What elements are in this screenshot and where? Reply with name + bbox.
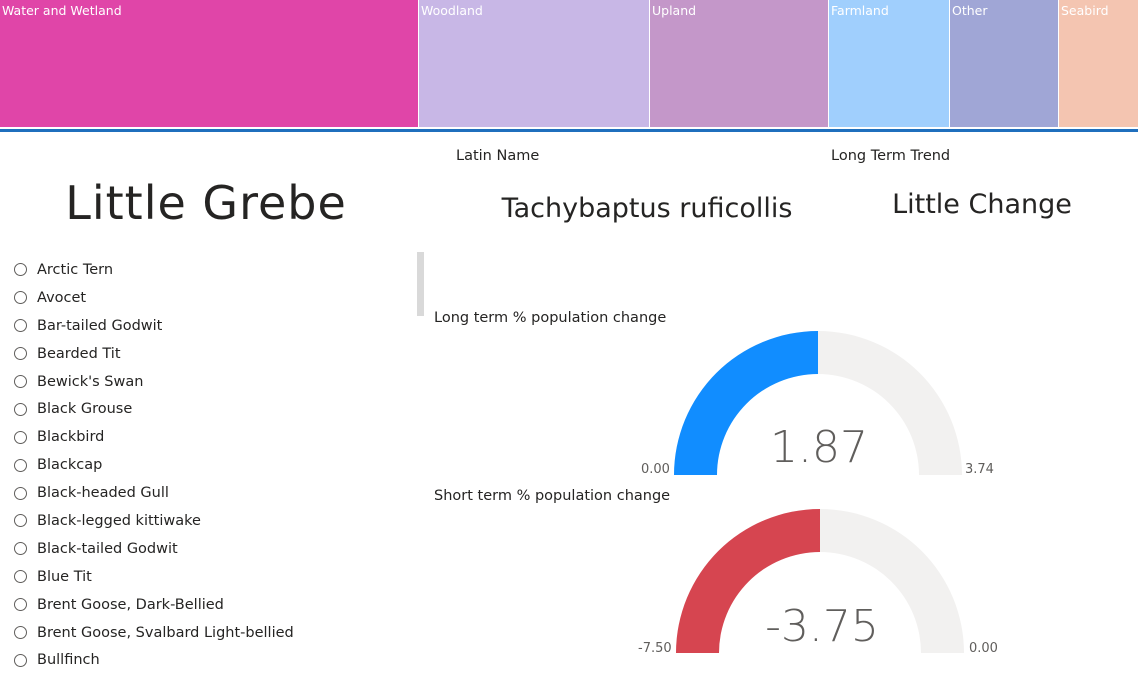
long-term-gauge-title: Long term % population change bbox=[434, 310, 667, 326]
treemap-tile-label: Upland bbox=[652, 3, 697, 18]
slicer-item[interactable]: Black-headed Gull bbox=[14, 479, 394, 507]
slicer-item-label: Black Grouse bbox=[37, 401, 133, 418]
slicer-item[interactable]: Blackbird bbox=[14, 423, 394, 451]
slicer-item[interactable]: Arctic Tern bbox=[14, 256, 394, 284]
radio-button-icon[interactable] bbox=[14, 542, 27, 556]
long-term-gauge bbox=[674, 331, 962, 475]
slicer-item[interactable]: Bar-tailed Godwit bbox=[14, 312, 394, 340]
slicer-item[interactable]: Blue Tit bbox=[14, 563, 394, 591]
species-common-name: Little Grebe bbox=[65, 176, 347, 230]
species-slicer: Arctic Tern Avocet Bar-tailed Godwit Bea… bbox=[14, 256, 394, 674]
treemap-tile-label: Woodland bbox=[421, 3, 483, 18]
short-term-gauge-value: -3.75 bbox=[765, 601, 879, 652]
slicer-scrollbar[interactable] bbox=[417, 252, 424, 316]
long-term-trend-label: Long Term Trend bbox=[831, 148, 951, 164]
slicer-item[interactable]: Black Grouse bbox=[14, 395, 394, 423]
latin-name-label: Latin Name bbox=[456, 148, 540, 164]
treemap-tile-label: Seabird bbox=[1061, 3, 1109, 18]
slicer-item[interactable]: Bearded Tit bbox=[14, 340, 394, 368]
radio-button-icon[interactable] bbox=[14, 598, 27, 612]
long-term-gauge-value: 1.87 bbox=[770, 422, 868, 473]
long-term-gauge-max: 3.74 bbox=[965, 462, 994, 477]
treemap-tile-water-and-wetland[interactable]: Water and Wetland bbox=[0, 0, 419, 127]
treemap-tile-label: Other bbox=[952, 3, 988, 18]
radio-button-icon[interactable] bbox=[14, 653, 27, 667]
radio-button-icon[interactable] bbox=[14, 291, 27, 305]
radio-button-icon[interactable] bbox=[14, 514, 27, 528]
radio-button-icon[interactable] bbox=[14, 319, 27, 333]
slicer-item-label: Bearded Tit bbox=[37, 345, 121, 362]
slicer-item-label: Blackcap bbox=[37, 457, 103, 474]
slicer-item[interactable]: Avocet bbox=[14, 284, 394, 312]
slicer-item-label: Blue Tit bbox=[37, 568, 92, 585]
slicer-item[interactable]: Brent Goose, Dark-Bellied bbox=[14, 591, 394, 619]
habitat-treemap: Water and Wetland Woodland Upland Farmla… bbox=[0, 0, 1138, 128]
section-divider bbox=[0, 129, 1138, 132]
slicer-item[interactable]: Brent Goose, Svalbard Light-bellied bbox=[14, 619, 394, 647]
treemap-tile-farmland[interactable]: Farmland bbox=[829, 0, 950, 127]
radio-button-icon[interactable] bbox=[14, 570, 27, 584]
treemap-tile-upland[interactable]: Upland bbox=[650, 0, 829, 127]
long-term-trend-value: Little Change bbox=[892, 189, 1072, 220]
short-term-gauge-max: 0.00 bbox=[969, 641, 998, 656]
short-term-gauge-min: -7.50 bbox=[638, 641, 672, 656]
short-term-gauge-title: Short term % population change bbox=[434, 488, 671, 504]
radio-button-icon[interactable] bbox=[14, 402, 27, 416]
gauge-fill bbox=[676, 509, 820, 653]
slicer-item[interactable]: Black-tailed Godwit bbox=[14, 535, 394, 563]
treemap-tile-label: Farmland bbox=[831, 3, 889, 18]
slicer-item[interactable]: Bewick's Swan bbox=[14, 368, 394, 396]
slicer-item-label: Arctic Tern bbox=[37, 261, 114, 278]
slicer-item-label: Bullfinch bbox=[37, 652, 100, 669]
slicer-item-label: Bewick's Swan bbox=[37, 373, 144, 390]
treemap-tile-other[interactable]: Other bbox=[950, 0, 1059, 127]
slicer-item[interactable]: Black-legged kittiwake bbox=[14, 507, 394, 535]
slicer-item-label: Black-tailed Godwit bbox=[37, 540, 178, 557]
slicer-item-label: Avocet bbox=[37, 289, 87, 306]
radio-button-icon[interactable] bbox=[14, 486, 27, 500]
latin-name-value: Tachybaptus ruficollis bbox=[501, 193, 793, 224]
radio-button-icon[interactable] bbox=[14, 458, 27, 472]
slicer-item-label: Black-headed Gull bbox=[37, 485, 169, 502]
treemap-tile-label: Water and Wetland bbox=[2, 3, 122, 18]
treemap-tile-seabird[interactable]: Seabird bbox=[1059, 0, 1138, 127]
gauge-fill bbox=[674, 331, 818, 475]
radio-button-icon[interactable] bbox=[14, 347, 27, 361]
slicer-item-label: Bar-tailed Godwit bbox=[37, 317, 163, 334]
slicer-item[interactable]: Blackcap bbox=[14, 451, 394, 479]
slicer-item-label: Brent Goose, Svalbard Light-bellied bbox=[37, 624, 294, 641]
slicer-item-label: Brent Goose, Dark-Bellied bbox=[37, 596, 224, 613]
long-term-gauge-min: 0.00 bbox=[641, 462, 670, 477]
treemap-tile-woodland[interactable]: Woodland bbox=[419, 0, 650, 127]
short-term-gauge bbox=[676, 509, 964, 653]
slicer-item-label: Black-legged kittiwake bbox=[37, 512, 201, 529]
slicer-item-label: Blackbird bbox=[37, 429, 105, 446]
radio-button-icon[interactable] bbox=[14, 626, 27, 640]
radio-button-icon[interactable] bbox=[14, 263, 27, 277]
radio-button-icon[interactable] bbox=[14, 375, 27, 388]
slicer-item[interactable]: Bullfinch bbox=[14, 646, 394, 674]
radio-button-icon[interactable] bbox=[14, 430, 27, 444]
